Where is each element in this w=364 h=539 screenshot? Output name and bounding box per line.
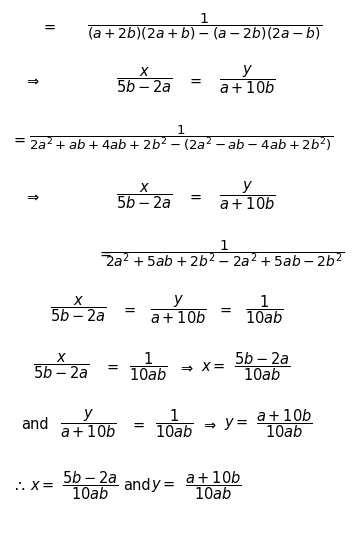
- Text: $\Rightarrow$: $\Rightarrow$: [24, 73, 40, 88]
- Text: $y=$: $y=$: [151, 478, 175, 494]
- Text: $\dfrac{1}{2a^2+5ab+2b^2-2a^2+5ab-2b^2}$: $\dfrac{1}{2a^2+5ab+2b^2-2a^2+5ab-2b^2}$: [105, 238, 344, 269]
- Text: $\dfrac{1}{10ab}$: $\dfrac{1}{10ab}$: [245, 293, 284, 326]
- Text: $\dfrac{5b-2a}{10ab}$: $\dfrac{5b-2a}{10ab}$: [234, 350, 291, 383]
- Text: $\dfrac{1}{10ab}$: $\dfrac{1}{10ab}$: [129, 350, 167, 383]
- Text: $=$: $=$: [130, 417, 146, 432]
- Text: $\dfrac{1}{(a+2b)(2a+b)-(a-2b)(2a-b)}$: $\dfrac{1}{(a+2b)(2a+b)-(a-2b)(2a-b)}$: [87, 12, 322, 42]
- Text: $=$: $=$: [104, 359, 119, 374]
- Text: $\therefore$: $\therefore$: [11, 478, 26, 493]
- Text: and: and: [123, 478, 150, 493]
- Text: $\dfrac{1}{2a^2+ab+4ab+2b^2-(2a^2-ab-4ab+2b^2)}$: $\dfrac{1}{2a^2+ab+4ab+2b^2-(2a^2-ab-4ab…: [29, 124, 333, 154]
- Text: $x=$: $x=$: [29, 478, 54, 493]
- Text: $\dfrac{a+10b}{10ab}$: $\dfrac{a+10b}{10ab}$: [256, 408, 313, 440]
- Text: $\dfrac{x}{5b-2a}$: $\dfrac{x}{5b-2a}$: [33, 352, 90, 382]
- Text: $=$: $=$: [41, 19, 56, 34]
- Text: $\dfrac{y}{a+10b}$: $\dfrac{y}{a+10b}$: [219, 64, 276, 96]
- Text: $=$: $=$: [97, 246, 113, 261]
- Text: $\Rightarrow$: $\Rightarrow$: [201, 417, 218, 432]
- Text: $\Rightarrow$: $\Rightarrow$: [24, 189, 40, 203]
- Text: $=$: $=$: [120, 302, 136, 317]
- Text: $=$: $=$: [187, 73, 202, 88]
- Text: $\dfrac{5b-2a}{10ab}$: $\dfrac{5b-2a}{10ab}$: [62, 469, 118, 502]
- Text: $\dfrac{a+10b}{10ab}$: $\dfrac{a+10b}{10ab}$: [185, 469, 241, 502]
- Text: $\dfrac{x}{5b-2a}$: $\dfrac{x}{5b-2a}$: [116, 65, 173, 95]
- Text: $y=$: $y=$: [224, 416, 249, 432]
- Text: $\Rightarrow$: $\Rightarrow$: [178, 359, 195, 374]
- Text: $=$: $=$: [217, 302, 232, 317]
- Text: $=$: $=$: [11, 132, 26, 146]
- Text: $\dfrac{x}{5b-2a}$: $\dfrac{x}{5b-2a}$: [116, 181, 173, 211]
- Text: $\dfrac{y}{a+10b}$: $\dfrac{y}{a+10b}$: [219, 179, 276, 212]
- Text: $\dfrac{x}{5b-2a}$: $\dfrac{x}{5b-2a}$: [50, 295, 107, 324]
- Text: $\dfrac{y}{a+10b}$: $\dfrac{y}{a+10b}$: [150, 293, 206, 326]
- Text: $\dfrac{1}{10ab}$: $\dfrac{1}{10ab}$: [155, 408, 194, 440]
- Text: $\dfrac{y}{a+10b}$: $\dfrac{y}{a+10b}$: [60, 408, 117, 440]
- Text: $=$: $=$: [187, 189, 202, 203]
- Text: $x=$: $x=$: [201, 359, 225, 374]
- Text: and: and: [21, 417, 49, 432]
